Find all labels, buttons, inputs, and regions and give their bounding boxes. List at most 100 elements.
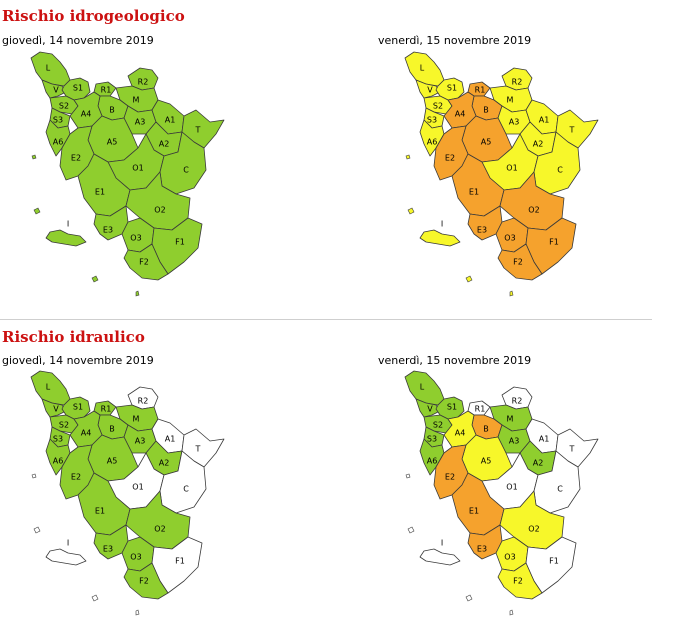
zone-label-s3: S3 (427, 116, 437, 125)
zone-o2 (125, 171, 191, 231)
zone-label-r1: R1 (475, 405, 486, 414)
zone-i (45, 548, 87, 566)
zone-v (41, 398, 67, 418)
zone-label-i: I (441, 539, 443, 548)
zone-label-c: C (183, 485, 189, 494)
zone-i (419, 548, 461, 566)
zone-v (41, 79, 67, 99)
zone-label-s2: S2 (59, 421, 69, 430)
zone-label-a6: A6 (427, 138, 438, 147)
zone-label-o1: O1 (132, 164, 143, 173)
section-title-idraulico: Rischio idraulico (2, 328, 145, 346)
islet-4 (135, 609, 140, 616)
zone-label-v: V (53, 405, 59, 414)
zone-label-e1: E1 (469, 188, 479, 197)
zone-label-a3: A3 (509, 118, 520, 127)
zone-label-c: C (557, 166, 563, 175)
zone-label-f2: F2 (513, 577, 523, 586)
zone-label-a1: A1 (165, 435, 176, 444)
zone-label-a2: A2 (533, 459, 544, 468)
zone-label-a4: A4 (455, 110, 466, 119)
zone-label-v: V (427, 86, 433, 95)
zone-label-r2: R2 (138, 78, 149, 87)
zone-f2 (497, 243, 543, 281)
map-idrogeologico-day2: L V S1 S2 S3 R1 R2 M B A4 A3 A1 T A6 A2 A5 O1 C E2 E1 O2 I E3 O… (404, 51, 599, 297)
zone-label-s1: S1 (73, 403, 83, 412)
zone-label-a2: A2 (159, 459, 170, 468)
zone-label-o2: O2 (528, 525, 539, 534)
zone-label-a6: A6 (53, 138, 64, 147)
zone-label-o2: O2 (154, 206, 165, 215)
zone-l (404, 51, 445, 87)
zone-l (30, 370, 71, 406)
zone-label-a6: A6 (53, 457, 64, 466)
zone-label-i: I (67, 539, 69, 548)
zone-label-m: M (133, 415, 140, 424)
zone-label-o3: O3 (504, 234, 515, 243)
zone-label-l: L (46, 383, 51, 392)
zone-label-s2: S2 (433, 102, 443, 111)
islet-4 (135, 290, 140, 297)
section-divider (0, 319, 652, 320)
zone-f2 (123, 562, 169, 600)
zone-label-b: B (109, 425, 115, 434)
zone-label-r2: R2 (512, 78, 523, 87)
islet-1 (31, 154, 37, 160)
zone-label-a5: A5 (107, 138, 118, 147)
zone-label-s1: S1 (447, 84, 457, 93)
islet-2 (407, 207, 415, 215)
zone-label-o3: O3 (130, 553, 141, 562)
zone-label-e3: E3 (477, 545, 487, 554)
zone-label-e2: E2 (71, 473, 81, 482)
zone-label-s3: S3 (53, 116, 63, 125)
zone-label-e1: E1 (95, 188, 105, 197)
islet-4 (509, 609, 514, 616)
zone-label-i: I (67, 220, 69, 229)
date-label-idro-day2: venerdì, 15 novembre 2019 (378, 34, 532, 47)
islet-3 (465, 594, 473, 602)
zone-label-a6: A6 (427, 457, 438, 466)
zone-label-o1: O1 (506, 483, 517, 492)
zone-i (419, 229, 461, 247)
zone-label-a4: A4 (455, 429, 466, 438)
zone-label-m: M (133, 96, 140, 105)
islet-2 (33, 526, 41, 534)
zone-label-a2: A2 (159, 140, 170, 149)
zone-label-a3: A3 (135, 437, 146, 446)
zone-label-a1: A1 (165, 116, 176, 125)
zone-label-b: B (483, 106, 489, 115)
zone-label-f1: F1 (175, 238, 185, 247)
zone-label-s2: S2 (59, 102, 69, 111)
zone-label-a4: A4 (81, 110, 92, 119)
zone-s1 (435, 396, 465, 420)
zone-label-s3: S3 (427, 435, 437, 444)
islet-1 (405, 154, 411, 160)
section-title-idrogeologico: Rischio idrogeologico (2, 7, 185, 25)
islet-3 (465, 275, 473, 283)
islet-3 (91, 594, 99, 602)
zone-label-a4: A4 (81, 429, 92, 438)
zone-label-f1: F1 (549, 238, 559, 247)
zone-label-r1: R1 (101, 86, 112, 95)
islet-1 (405, 473, 411, 479)
zone-label-e1: E1 (469, 507, 479, 516)
zone-label-a2: A2 (533, 140, 544, 149)
zone-label-t: T (195, 126, 201, 135)
zone-label-r1: R1 (101, 405, 112, 414)
zone-label-e3: E3 (103, 545, 113, 554)
map-idrogeologico-day1: L V S1 S2 S3 R1 R2 M B A4 A3 A1 T A6 A2 A5 O1 C E2 E1 O2 I E3 O… (30, 51, 225, 297)
zone-label-f2: F2 (139, 577, 149, 586)
zone-label-m: M (507, 415, 514, 424)
zone-label-r2: R2 (138, 397, 149, 406)
zone-label-r2: R2 (512, 397, 523, 406)
islet-3 (91, 275, 99, 283)
date-label-idro-day1: giovedì, 14 novembre 2019 (2, 34, 154, 47)
zone-f2 (497, 562, 543, 600)
zone-label-b: B (109, 106, 115, 115)
zone-label-f1: F1 (175, 557, 185, 566)
zone-label-e2: E2 (71, 154, 81, 163)
date-label-idra-day2: venerdì, 15 novembre 2019 (378, 354, 532, 367)
zone-label-s1: S1 (73, 84, 83, 93)
zone-label-i: I (441, 220, 443, 229)
zone-label-m: M (507, 96, 514, 105)
